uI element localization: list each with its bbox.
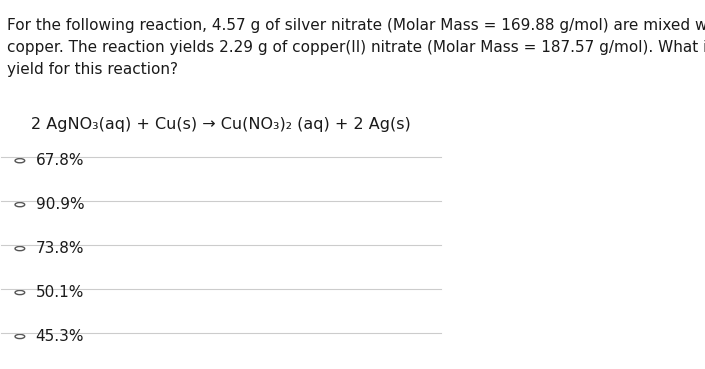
Text: 90.9%: 90.9% (36, 197, 85, 212)
Text: 2 AgNO₃(aq) + Cu(s) → Cu(NO₃)₂ (aq) + 2 Ag(s): 2 AgNO₃(aq) + Cu(s) → Cu(NO₃)₂ (aq) + 2 … (32, 117, 411, 132)
Text: 73.8%: 73.8% (36, 241, 84, 256)
Text: 50.1%: 50.1% (36, 285, 84, 300)
Text: 67.8%: 67.8% (36, 153, 84, 168)
Text: For the following reaction, 4.57 g of silver nitrate (Molar Mass = 169.88 g/mol): For the following reaction, 4.57 g of si… (6, 18, 705, 33)
Text: yield for this reaction?: yield for this reaction? (6, 62, 178, 77)
Text: copper. The reaction yields 2.29 g of copper(II) nitrate (Molar Mass = 187.57 g/: copper. The reaction yields 2.29 g of co… (6, 40, 705, 55)
Text: 45.3%: 45.3% (36, 329, 84, 344)
